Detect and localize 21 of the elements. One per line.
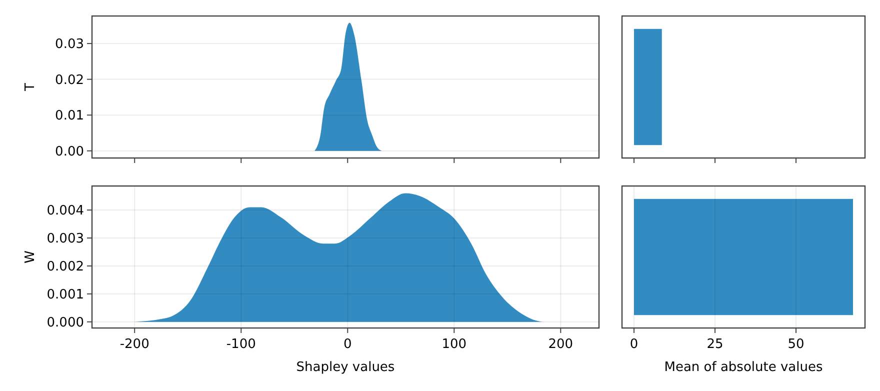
y-tick-label: 0.01 [55,108,84,124]
y-tick-label: 0.002 [46,259,84,274]
y-axis-title: W [23,250,38,264]
y-tick-label: 0.000 [46,315,84,330]
y-tick-label: 0.02 [55,72,84,88]
y-axis-title: T [23,82,38,92]
y-tick-label: 0.001 [46,287,84,302]
x-tick-label: 0 [630,337,638,352]
y-tick-label: 0.004 [46,204,84,219]
x-tick-label: -100 [226,337,256,352]
x-tick-label: 200 [548,337,574,352]
x-axis-title: Mean of absolute values [664,360,823,375]
y-tick-label: 0.00 [55,144,84,160]
x-axis-title: Shapley values [296,360,395,375]
x-tick-label: 50 [788,337,804,352]
y-tick-label: 0.03 [55,37,84,52]
x-tick-label: 25 [706,337,724,352]
y-tick-label: 0.003 [46,232,84,247]
x-tick-label: 100 [442,337,467,352]
x-tick-label: -200 [120,337,150,352]
x-tick-label: 0 [343,337,352,352]
